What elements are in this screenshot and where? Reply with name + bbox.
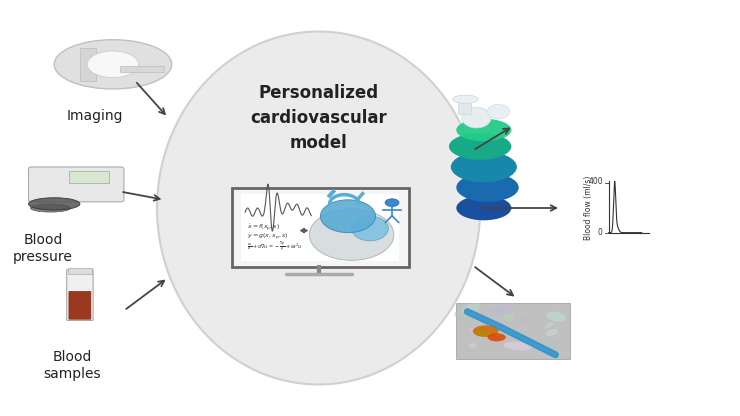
Ellipse shape (545, 322, 554, 329)
Bar (457, 303, 570, 359)
Ellipse shape (474, 330, 489, 336)
Text: Blood flow (ml/s): Blood flow (ml/s) (584, 176, 593, 240)
Bar (68, 268, 92, 275)
Ellipse shape (517, 317, 529, 326)
Ellipse shape (309, 209, 394, 260)
Ellipse shape (473, 325, 499, 337)
Text: $\frac{\partial u}{\partial t} + \alpha \nabla u = -\frac{\nabla p}{\rho} + \eps: $\frac{\partial u}{\partial t} + \alpha … (246, 240, 302, 253)
Ellipse shape (457, 196, 511, 220)
Ellipse shape (87, 51, 138, 78)
Ellipse shape (352, 216, 389, 241)
Ellipse shape (28, 198, 80, 210)
Text: 0: 0 (598, 228, 603, 237)
Text: 400: 400 (588, 177, 603, 186)
Ellipse shape (503, 314, 514, 321)
Ellipse shape (460, 303, 480, 317)
Text: Blood
samples: Blood samples (44, 349, 101, 381)
Ellipse shape (462, 107, 491, 128)
Ellipse shape (454, 311, 474, 322)
Ellipse shape (451, 151, 517, 182)
Bar (241, 193, 400, 261)
Text: $\dot{x} = f(x_p, s)$: $\dot{x} = f(x_p, s)$ (246, 223, 280, 233)
Ellipse shape (469, 328, 482, 335)
Ellipse shape (457, 119, 511, 141)
Circle shape (385, 199, 399, 207)
FancyBboxPatch shape (69, 291, 91, 319)
Bar (69, 171, 110, 183)
Ellipse shape (157, 32, 480, 384)
Ellipse shape (54, 40, 172, 89)
Ellipse shape (489, 325, 499, 334)
Ellipse shape (320, 200, 375, 233)
Bar (458, 99, 471, 114)
Text: Imaging: Imaging (67, 109, 123, 124)
Ellipse shape (511, 333, 519, 336)
FancyBboxPatch shape (232, 188, 409, 267)
FancyBboxPatch shape (28, 167, 124, 202)
Text: Blood
pressure: Blood pressure (13, 233, 73, 264)
Ellipse shape (546, 339, 562, 347)
Ellipse shape (504, 342, 532, 350)
Ellipse shape (488, 104, 510, 119)
Ellipse shape (457, 173, 519, 202)
Ellipse shape (545, 329, 558, 336)
Bar (121, 67, 164, 72)
Ellipse shape (486, 325, 497, 333)
Ellipse shape (546, 312, 565, 322)
Ellipse shape (449, 133, 511, 160)
Text: Personalized
cardiovascular
model: Personalized cardiovascular model (250, 84, 387, 152)
FancyBboxPatch shape (67, 270, 93, 320)
Ellipse shape (453, 95, 478, 103)
Bar (80, 48, 96, 81)
Ellipse shape (490, 305, 511, 314)
Ellipse shape (30, 204, 71, 212)
Text: $\dot{y} = g(x, x_p, s)$: $\dot{y} = g(x, x_p, s)$ (246, 231, 289, 242)
Ellipse shape (488, 333, 506, 342)
Ellipse shape (468, 343, 477, 348)
